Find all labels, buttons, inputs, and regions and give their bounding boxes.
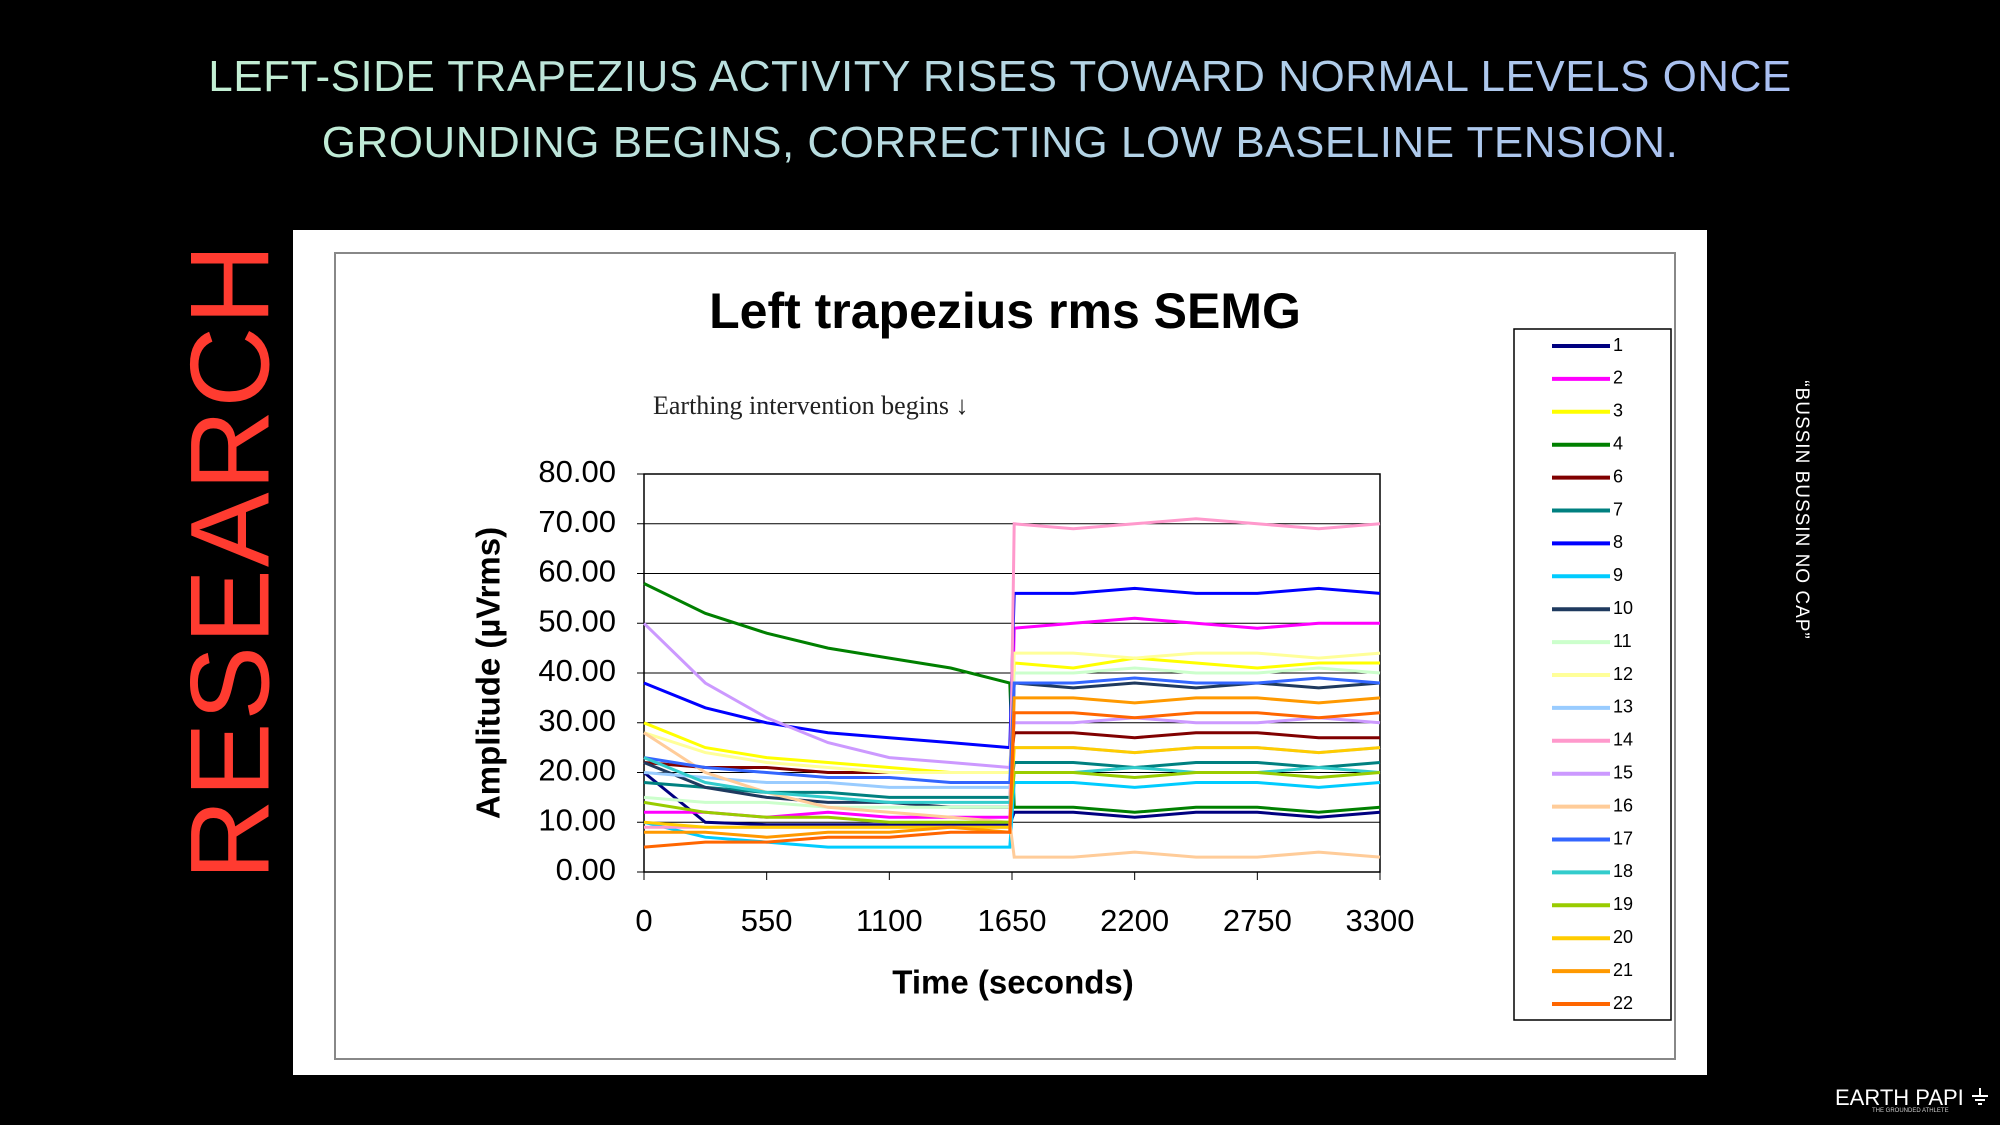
series-line xyxy=(643,711,1381,849)
legend-label: 14 xyxy=(1613,730,1633,750)
legend-label: 13 xyxy=(1613,697,1633,717)
legend-label: 18 xyxy=(1613,861,1633,881)
legend-label: 1 xyxy=(1613,335,1623,355)
y-tick-label: 80.00 xyxy=(538,454,616,489)
legend-label: 12 xyxy=(1613,664,1633,684)
headline: GROUNDING BEGINS, CORRECTING LOW BASELIN… xyxy=(0,118,2000,168)
legend-label: 9 xyxy=(1613,565,1623,585)
legend-label: 2 xyxy=(1613,368,1623,388)
legend-label: 3 xyxy=(1613,401,1623,421)
y-tick-label: 30.00 xyxy=(538,703,616,738)
y-tick-label: 0.00 xyxy=(556,852,616,887)
annotation: Earthing intervention begins ↓ xyxy=(653,391,969,420)
series-line xyxy=(643,731,1381,859)
y-tick-label: 40.00 xyxy=(538,653,616,688)
legend-label: 8 xyxy=(1613,532,1623,552)
legend-label: 15 xyxy=(1613,762,1633,782)
x-tick-label: 3300 xyxy=(1346,903,1415,938)
x-tick-label: 2750 xyxy=(1223,903,1292,938)
legend-label: 10 xyxy=(1613,598,1633,618)
y-tick-label: 50.00 xyxy=(538,603,616,638)
chart-title: Left trapezius rms SEMG xyxy=(709,283,1301,339)
legend-label: 22 xyxy=(1613,993,1633,1013)
brand: EARTH PAPI xyxy=(1835,1085,1964,1110)
x-tick-label: 1100 xyxy=(856,903,923,938)
legend-label: 4 xyxy=(1613,433,1623,453)
legend-label: 16 xyxy=(1613,795,1633,815)
headline: LEFT-SIDE TRAPEZIUS ACTIVITY RISES TOWAR… xyxy=(0,52,2000,102)
legend-label: 6 xyxy=(1613,466,1623,486)
legend-label: 11 xyxy=(1613,631,1632,651)
x-tick-label: 550 xyxy=(741,903,793,938)
y-tick-label: 70.00 xyxy=(538,504,616,539)
y-tick-label: 10.00 xyxy=(538,802,616,837)
chart-frame xyxy=(334,252,1676,1060)
legend-label: 21 xyxy=(1613,960,1633,980)
y-tick-label: 20.00 xyxy=(538,753,616,788)
y-axis-title: Amplitude (µVrms) xyxy=(470,527,507,819)
legend-label: 20 xyxy=(1613,927,1633,947)
legend-label: 19 xyxy=(1613,894,1633,914)
x-tick-label: 2200 xyxy=(1100,903,1169,938)
x-axis-title: Time (seconds) xyxy=(892,964,1133,1001)
ground-icon xyxy=(1972,1088,1988,1105)
y-tick-label: 60.00 xyxy=(538,554,616,589)
legend-label: 7 xyxy=(1613,499,1623,519)
brand-tagline: THE GROUNDED ATHLETE xyxy=(1872,1108,1949,1114)
legend-label: 17 xyxy=(1613,828,1633,848)
x-tick-label: 1650 xyxy=(978,903,1047,938)
series-line xyxy=(643,781,1381,849)
x-tick-label: 0 xyxy=(635,903,652,938)
